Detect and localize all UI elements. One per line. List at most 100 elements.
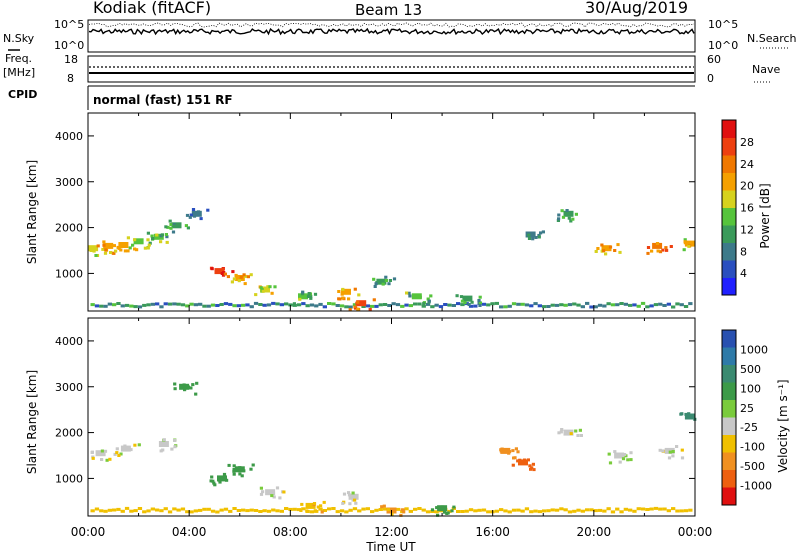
freq-label-2: [MHz] — [3, 66, 35, 79]
heatmap-cell — [556, 219, 560, 222]
heatmap-cell — [103, 242, 114, 249]
heatmap-cell — [273, 285, 277, 289]
heatmap-cell — [173, 445, 177, 449]
heatmap-cell — [671, 305, 676, 309]
heatmap-cell — [554, 508, 560, 512]
heatmap-cell — [526, 458, 530, 462]
power-colorbar-swatch — [722, 225, 736, 243]
heatmap-cell — [91, 456, 95, 460]
heatmap-cell — [418, 295, 422, 299]
heatmap-cell — [309, 510, 315, 514]
heatmap-cell — [172, 507, 177, 511]
heatmap-cell — [443, 510, 447, 514]
heatmap-cell — [653, 303, 659, 307]
heatmap-cell — [275, 486, 280, 490]
heatmap-cell — [378, 508, 383, 511]
heatmap-cell — [253, 301, 259, 305]
heatmap-cell — [347, 491, 351, 495]
heatmap-cell — [518, 458, 522, 462]
heatmap-cell — [518, 459, 528, 466]
heatmap-cell — [537, 304, 542, 308]
heatmap-cell — [616, 243, 620, 247]
heatmap-cell — [550, 303, 555, 307]
heatmap-cell — [230, 280, 234, 284]
heatmap-cell — [342, 492, 347, 496]
heatmap-cell — [198, 508, 203, 512]
heatmap-cell — [146, 303, 151, 307]
heatmap-cell — [687, 244, 691, 248]
heatmap-cell — [494, 509, 499, 513]
heatmap-cell — [337, 290, 341, 293]
heatmap-cell — [210, 475, 214, 479]
velocity-colorbar-frame — [721, 329, 737, 506]
time-axis-label: Time UT — [365, 540, 416, 554]
heatmap-cell — [426, 297, 430, 301]
heatmap-cell — [114, 249, 118, 253]
heatmap-cell — [159, 240, 163, 244]
nsky-strip-frame — [87, 19, 696, 53]
power-colorbar-swatch — [722, 137, 736, 156]
heatmap-cell — [606, 302, 611, 306]
heatmap-cell — [649, 304, 654, 308]
heatmap-cell — [351, 491, 355, 495]
heatmap-cell — [223, 272, 227, 276]
velocity-colorbar-tick: 100 — [740, 382, 761, 395]
heatmap-cell — [527, 237, 532, 240]
heatmap-cell — [542, 509, 547, 513]
power-colorbar-tick: 16 — [740, 202, 754, 215]
heatmap-cell — [245, 509, 250, 513]
heatmap-cell — [656, 249, 660, 253]
power-colorbar-frame — [721, 119, 737, 296]
heatmap-cell — [301, 507, 306, 511]
heatmap-cell — [272, 495, 276, 499]
heatmap-cell — [382, 504, 386, 508]
heatmap-cell — [259, 492, 264, 496]
heatmap-cell — [90, 509, 95, 513]
heatmap-cell — [206, 507, 211, 511]
heatmap-cell — [172, 302, 177, 306]
heatmap-cell — [640, 301, 646, 305]
heatmap-cell — [137, 443, 141, 447]
heatmap-cell — [301, 290, 305, 294]
heatmap-cell — [155, 233, 159, 237]
heatmap-cell — [164, 442, 168, 445]
heatmap-cell — [298, 293, 308, 300]
heatmap-cell — [373, 285, 377, 288]
heatmap-cell — [158, 441, 169, 447]
heatmap-cell — [112, 244, 116, 248]
heatmap-cell — [275, 302, 280, 306]
velocity-colorbar-swatch — [722, 382, 736, 401]
heatmap-cell — [146, 238, 150, 242]
heatmap-cell — [305, 509, 309, 513]
heatmap-cell — [223, 507, 229, 511]
heatmap-cell — [610, 510, 616, 514]
heatmap-cell — [210, 303, 216, 307]
heatmap-cell — [569, 432, 573, 436]
heatmap-cell — [320, 510, 324, 514]
heatmap-cell — [142, 510, 147, 514]
heatmap-cell — [124, 506, 130, 510]
heatmap-cell — [460, 510, 465, 513]
heatmap-cell — [452, 505, 456, 509]
heatmap-cell — [275, 509, 280, 513]
heatmap-cell — [546, 509, 551, 513]
heatmap-cell — [499, 448, 503, 452]
heatmap-cell — [172, 224, 177, 228]
heatmap-cell — [126, 236, 130, 240]
heatmap-cell — [421, 304, 426, 308]
velocity-heatmap — [90, 381, 697, 517]
heatmap-cell — [129, 509, 134, 513]
heatmap-cell — [105, 458, 109, 462]
heatmap-cell — [597, 508, 603, 512]
heatmap-cell — [531, 462, 535, 466]
heatmap-cell — [168, 219, 172, 223]
power-colorbar-label: Power [dB] — [758, 183, 772, 248]
heatmap-cell — [486, 510, 491, 514]
heatmap-cell — [92, 249, 96, 253]
heatmap-cell — [615, 507, 620, 511]
heatmap-cell — [610, 303, 616, 307]
heatmap-cell — [226, 275, 230, 279]
time-tick-label: 08:00 — [273, 525, 308, 539]
heatmap-cell — [516, 459, 520, 463]
heatmap-cell — [370, 510, 375, 514]
